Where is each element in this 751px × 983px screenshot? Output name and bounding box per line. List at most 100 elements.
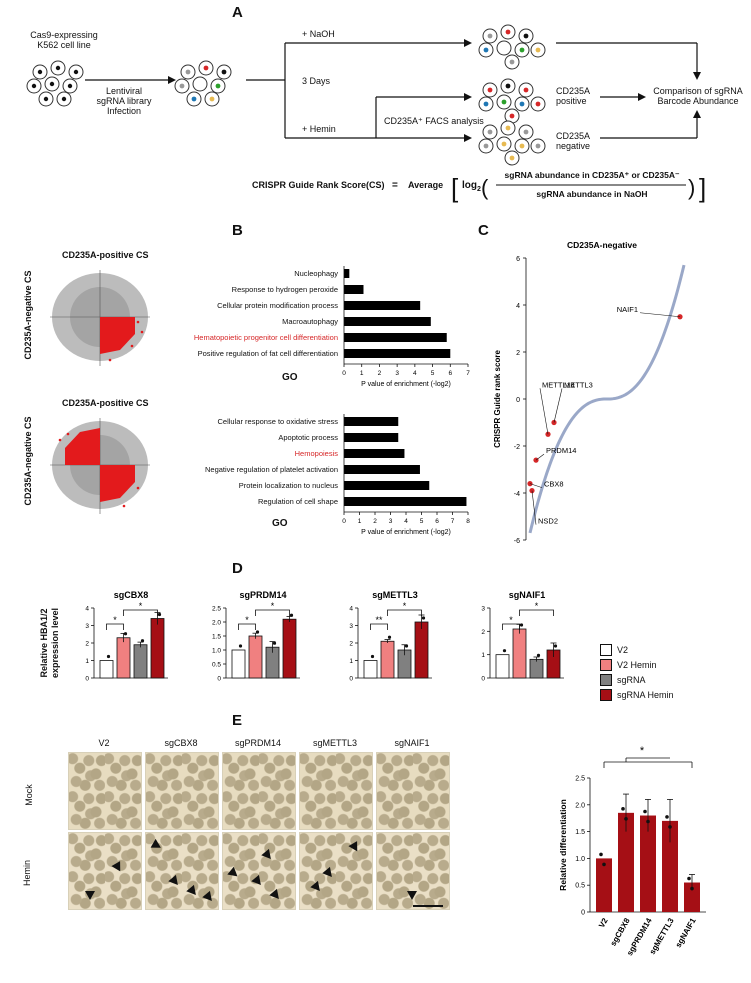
significance-label: * [139, 601, 143, 611]
significance-bracket [387, 609, 422, 616]
significance-label: * [640, 745, 645, 757]
go-bar [344, 417, 399, 426]
go-bar [344, 349, 451, 358]
data-dot [289, 613, 294, 617]
go-bar [344, 269, 350, 278]
x-tick-label: sgCBX8 [609, 916, 632, 948]
significance-bracket [370, 623, 388, 630]
panel-letter-e: E [232, 712, 243, 729]
go-term-label: Cellular protein modification process [217, 301, 338, 310]
rank-chart: CD235A-negative -6 -4 -2 0 2 4 6 CRISPR Guide ra… [493, 240, 686, 545]
micrograph-v2-hemin [68, 832, 142, 910]
significance-bracket [123, 609, 158, 616]
significance-label: * [509, 615, 513, 625]
bar [231, 649, 246, 679]
go-bar [344, 301, 421, 310]
arrowhead-marker [150, 838, 164, 853]
formula-log-text: log [462, 180, 477, 191]
go-term-label: Response to hydrogen peroxide [232, 285, 338, 294]
go-bar [344, 497, 467, 506]
legend-label-sgrna: sgRNA [617, 675, 646, 685]
panel-d-ylabel-1: Relative HBA1/2 [39, 608, 49, 678]
y-tick-label: 1.0 [575, 856, 585, 863]
legend-swatch-v2 [600, 644, 612, 656]
y-tick-label: 4 [516, 303, 520, 310]
y-tick-label: 0 [481, 676, 485, 683]
go-bar [344, 433, 399, 442]
bar [640, 815, 656, 912]
cell-cluster-library [174, 60, 232, 107]
y-tick-label: 3 [481, 606, 485, 613]
go-chart-top: Nucleophagy Response to hydrogen peroxide… [194, 266, 470, 388]
x-tick-label: 3 [395, 370, 399, 377]
data-dot [519, 623, 524, 627]
data-dot [502, 649, 507, 653]
scatter-bottom-ylabel: CD235A-negative CS [23, 416, 33, 506]
bar [133, 644, 148, 679]
go-bar [344, 449, 405, 458]
chart-title: sgCBX8 [114, 590, 149, 600]
scatter-highlight-quadrant [100, 317, 135, 354]
data-dot [646, 819, 650, 824]
arrowhead-marker [168, 874, 182, 889]
gene-label: METTL14 [542, 380, 575, 389]
y-tick-label: 1.5 [212, 634, 221, 641]
y-tick-label: 0 [85, 676, 89, 683]
y-tick-label: -6 [514, 538, 520, 545]
positive-text-1: CD235A [556, 86, 591, 96]
col-label-sgcbx8: sgCBX8 [164, 738, 198, 748]
data-dot [106, 654, 111, 659]
go-bar [344, 317, 431, 326]
arrowhead-marker [202, 890, 216, 905]
go-label-bottom: GO [272, 518, 288, 529]
y-axis-label: Relative differentiation [558, 799, 568, 891]
significance-label: * [403, 601, 407, 611]
arrowhead-marker [407, 891, 417, 900]
arrowhead-marker [269, 888, 283, 903]
significance-label: * [113, 615, 117, 625]
x-tick-label: sgNAIF1 [674, 916, 698, 949]
significance-bracket [502, 623, 520, 630]
x-tick-label: 2 [378, 370, 382, 377]
arrowhead-marker [348, 841, 362, 854]
x-tick-label: 5 [431, 370, 435, 377]
go-chart-bottom: Cellular response to oxidative stress Apo… [205, 414, 470, 536]
micrograph-sgnaif1-mock [376, 752, 450, 830]
y-tick-label: 3 [85, 623, 89, 630]
y-tick-label: -2 [514, 444, 520, 451]
scatter-top-ylabel: CD235A-negative CS [23, 270, 33, 360]
go-term-label: Hemopoiesis [295, 449, 339, 458]
y-tick-label: 4 [85, 606, 89, 613]
arrowhead-marker [111, 861, 125, 874]
y-tick-label: 4 [349, 606, 353, 613]
row-label-hemin: Hemin [22, 859, 33, 887]
chart-sgcbx8: sgCBX8 0 1 2 3 4 * * [85, 590, 168, 683]
bar [414, 621, 429, 679]
bar [150, 618, 165, 679]
arrowhead-marker [261, 848, 275, 863]
legend-item-v2: V2 [600, 644, 674, 656]
micrograph-v2-mock [68, 752, 142, 830]
infection-text-2: sgRNA library [96, 96, 152, 106]
cell-line-label: Cas9-expressing K562 cell line [24, 30, 104, 50]
data-dot [536, 653, 541, 657]
formula-average: Average [408, 180, 444, 190]
panel-a-schematic: [ ( ) ] [26, 24, 706, 203]
legend-label-v2: V2 [617, 645, 629, 655]
panel-letter-b: B [232, 222, 243, 239]
y-tick-label: -4 [514, 491, 520, 498]
scale-bar [413, 905, 443, 907]
data-dot [421, 616, 426, 620]
legend-label-sgrna-hemin: sgRNA Hemin [617, 690, 674, 700]
bar [363, 660, 378, 679]
data-dot [370, 654, 375, 659]
bar [248, 635, 263, 679]
go-term-label: Positive regulation of fat cell differen… [198, 349, 338, 358]
gene-leader [535, 453, 545, 461]
arrowhead-marker [85, 891, 95, 900]
col-label-sgprdm14: sgPRDM14 [234, 738, 281, 748]
cell-cluster-negative [478, 120, 546, 166]
data-dot [599, 852, 603, 857]
significance-bracket [519, 609, 554, 616]
y-tick-label: 2 [516, 350, 520, 357]
